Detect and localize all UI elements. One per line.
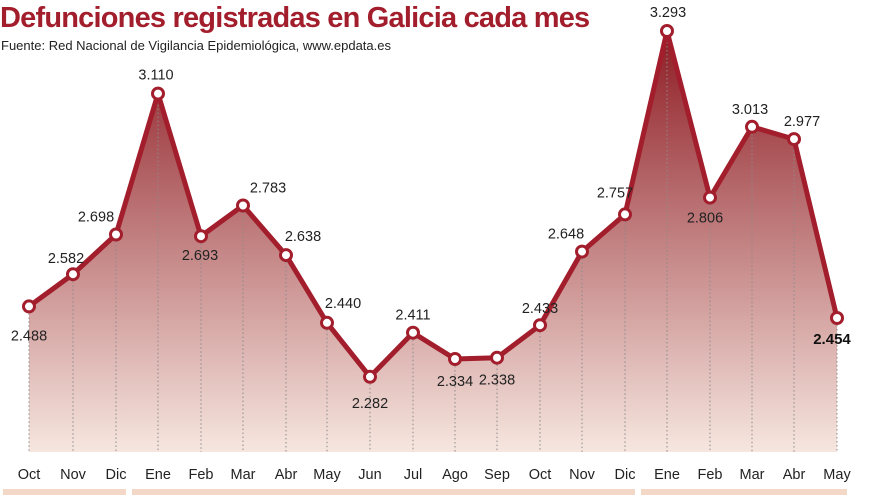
value-label-0: 2.488: [11, 328, 47, 344]
data-point-9: [406, 325, 420, 340]
year-bars: [3, 489, 847, 495]
data-point-0: [22, 299, 36, 314]
x-tick-19: May: [823, 467, 851, 483]
x-tick-12: Oct: [529, 467, 552, 483]
data-point-12: [533, 318, 547, 333]
value-label-9: 2.411: [395, 308, 430, 324]
value-label-1: 2.582: [48, 251, 84, 267]
data-point-15: [660, 24, 674, 38]
x-tick-8: Jun: [358, 467, 381, 483]
x-tick-2: Dic: [106, 467, 127, 483]
value-label-15: 3.293: [650, 5, 686, 21]
value-label-12: 2.433: [522, 301, 558, 317]
year-bar-1: [132, 489, 635, 495]
data-point-3: [151, 86, 165, 101]
value-label-2: 2.698: [78, 210, 114, 226]
x-tick-13: Nov: [569, 467, 596, 483]
value-label-11: 2.338: [479, 373, 515, 389]
x-tick-16: Feb: [698, 467, 723, 483]
value-label-10: 2.334: [437, 374, 473, 390]
data-point-6: [279, 248, 293, 263]
year-bar-0: [3, 489, 126, 495]
data-point-10: [448, 352, 462, 366]
data-point-7: [320, 315, 334, 330]
value-label-5: 2.783: [250, 181, 286, 197]
x-tick-4: Feb: [189, 467, 214, 483]
x-tick-3: Ene: [145, 467, 171, 483]
x-tick-9: Jul: [404, 467, 423, 483]
value-label-8: 2.282: [352, 396, 388, 412]
data-point-2: [109, 227, 123, 242]
chart-title: Defunciones registradas en Galicia cada …: [0, 2, 590, 34]
x-tick-5: Mar: [231, 467, 256, 483]
x-tick-14: Dic: [615, 467, 636, 483]
data-point-19: [830, 311, 844, 325]
x-tick-15: Ene: [654, 467, 680, 483]
data-point-4: [194, 229, 208, 244]
value-label-16: 2.806: [687, 211, 723, 227]
value-label-17: 3.013: [732, 102, 768, 118]
x-tick-1: Nov: [60, 467, 87, 483]
data-point-8: [363, 369, 377, 384]
area-fill: [29, 31, 837, 452]
data-point-1: [66, 267, 80, 282]
value-label-13: 2.648: [548, 227, 584, 243]
value-label-6: 2.638: [285, 229, 321, 245]
x-tick-11: Sep: [484, 467, 510, 483]
x-tick-10: Ago: [442, 467, 468, 483]
x-tick-6: Abr: [275, 467, 298, 483]
year-bar-2: [641, 489, 847, 495]
series-line: [26, 28, 840, 380]
value-label-3: 3.110: [138, 68, 173, 84]
data-labels: 2.488 2.582 2.698 3.110 2.693 2.783 2.638 2.440…: [11, 5, 852, 412]
data-point-5: [236, 198, 250, 213]
data-point-13: [575, 244, 589, 259]
value-label-14: 2.757: [597, 185, 633, 201]
x-tick-7: May: [313, 467, 341, 483]
data-point-14: [618, 207, 632, 222]
value-label-18: 2.977: [784, 114, 820, 130]
x-axis-ticks: Oct Nov Dic Ene Feb Mar Abr May Jun Jul Ago Sep Oct N…: [18, 467, 852, 483]
data-point-16: [703, 190, 717, 205]
data-points: [22, 24, 844, 384]
data-point-18: [787, 132, 801, 147]
value-label-4: 2.693: [182, 248, 218, 264]
drop-lines: [28, 38, 838, 452]
x-tick-17: Mar: [740, 467, 765, 483]
x-tick-0: Oct: [18, 467, 41, 483]
data-point-11: [490, 350, 504, 365]
data-point-17: [745, 119, 759, 134]
chart-source: Fuente: Red Nacional de Vigilancia Epide…: [1, 38, 391, 53]
x-tick-18: Abr: [783, 467, 806, 483]
value-label-19: 2.454: [813, 331, 851, 348]
value-label-7: 2.440: [325, 296, 361, 312]
